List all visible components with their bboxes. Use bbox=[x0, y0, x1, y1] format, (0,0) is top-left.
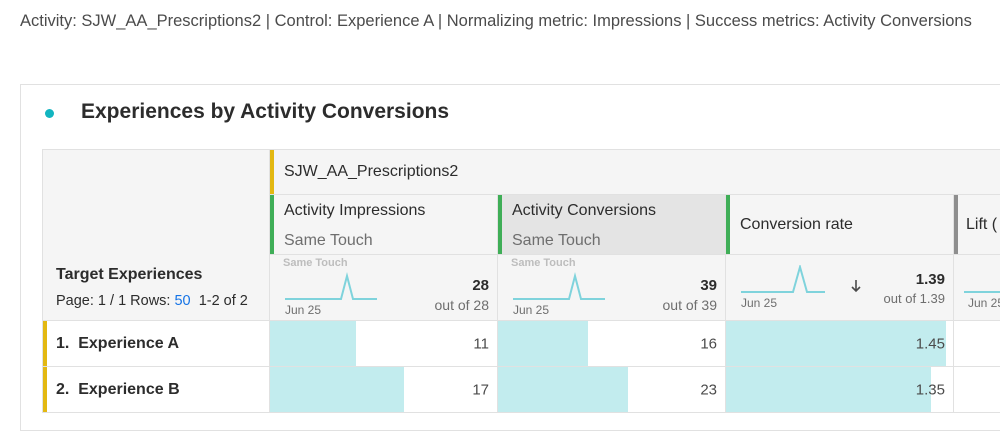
column-header[interactable]: Activity Conversions Same Touch bbox=[498, 195, 726, 255]
sparkline-date: Jun 25 bbox=[513, 303, 550, 317]
column-header[interactable]: Activity Impressions Same Touch bbox=[270, 195, 498, 255]
value-bar bbox=[270, 321, 357, 366]
sparkline-label: Same Touch bbox=[511, 257, 576, 269]
page-label: Page: 1 / 1 Rows: bbox=[56, 293, 171, 309]
column-header[interactable]: Lift ( bbox=[954, 195, 1000, 255]
value-bar bbox=[498, 321, 589, 366]
group-strip bbox=[270, 150, 274, 194]
sparkline-label: Same Touch bbox=[283, 257, 348, 269]
sparkline-date: Jun 25 bbox=[741, 296, 778, 310]
column-total: 28 bbox=[472, 277, 489, 294]
sparkline bbox=[513, 272, 605, 300]
column-name: Conversion rate bbox=[740, 216, 853, 233]
activity-header: Activity: SJW_AA_Prescriptions2 | Contro… bbox=[20, 12, 972, 30]
value-cell: 23 bbox=[498, 367, 726, 413]
cell-value: 16 bbox=[700, 335, 717, 352]
rows-per-page[interactable]: 50 bbox=[174, 293, 191, 309]
summary-cell: Same Touch Jun 25 28 out of 28 bbox=[270, 255, 498, 321]
row-range: 1-2 of 2 bbox=[198, 293, 248, 309]
column-total-label: out of 1.39 bbox=[883, 291, 945, 306]
column-header[interactable]: Conversion rate bbox=[726, 195, 954, 255]
value-bar bbox=[726, 321, 946, 366]
cell-value: 1.45 bbox=[915, 335, 945, 352]
panel-dot bbox=[45, 109, 54, 118]
value-cell: 1.35 bbox=[726, 367, 954, 413]
group-header: SJW_AA_Prescriptions2 bbox=[270, 149, 1000, 195]
cell-value: 17 bbox=[472, 381, 489, 398]
summary-cell: Same Touch Jun 25 39 out of 39 bbox=[498, 255, 726, 321]
column-name: Activity Conversions bbox=[512, 202, 657, 219]
cell-value: 23 bbox=[700, 381, 717, 398]
sparkline bbox=[285, 272, 377, 300]
row-label: 1. Experience A bbox=[56, 335, 180, 352]
column-total-label: out of 39 bbox=[662, 297, 718, 313]
value-bar bbox=[726, 367, 931, 412]
value-cell: 16 bbox=[498, 321, 726, 367]
sparkline-date: Jun 25 bbox=[968, 296, 1000, 310]
sparkline bbox=[964, 291, 1000, 293]
value-bar bbox=[498, 367, 628, 412]
dimension-header: Target Experiences Page: 1 / 1 Rows: 50 … bbox=[42, 149, 270, 321]
column-name: Activity Impressions bbox=[284, 202, 426, 219]
value-bar bbox=[270, 367, 404, 412]
summary-cell: Jun 25 1.39 out of 1.39 bbox=[726, 255, 954, 321]
page-info: Page: 1 / 1 Rows: 50 1-2 of 2 bbox=[56, 293, 248, 309]
value-cell: 11 bbox=[270, 321, 498, 367]
column-total-label: out of 28 bbox=[434, 297, 490, 313]
value-cell: 1.45 bbox=[726, 321, 954, 367]
value-cell bbox=[954, 321, 1000, 367]
trend-arrow bbox=[851, 280, 861, 293]
cell-value: 1.35 bbox=[915, 381, 945, 398]
row-strip bbox=[43, 367, 47, 412]
column-attribution: Same Touch bbox=[512, 232, 601, 249]
column-total: 1.39 bbox=[915, 271, 945, 288]
summary-cell: Jun 25 bbox=[954, 255, 1000, 321]
value-cell bbox=[954, 367, 1000, 413]
dimension-name: Target Experiences bbox=[56, 266, 203, 283]
metric-strip bbox=[954, 195, 958, 254]
group-name: SJW_AA_Prescriptions2 bbox=[284, 163, 459, 180]
sparkline bbox=[741, 265, 825, 293]
row-header: 1. Experience A bbox=[42, 321, 270, 367]
row-label: 2. Experience B bbox=[56, 381, 180, 398]
cell-value: 11 bbox=[473, 335, 489, 352]
sparkline-date: Jun 25 bbox=[285, 303, 322, 317]
column-attribution: Same Touch bbox=[284, 232, 373, 249]
column-name: Lift ( bbox=[966, 216, 998, 233]
metric-strip bbox=[726, 195, 730, 254]
value-cell: 17 bbox=[270, 367, 498, 413]
column-total: 39 bbox=[700, 277, 717, 294]
metric-strip bbox=[270, 195, 274, 254]
metric-strip bbox=[498, 195, 502, 254]
row-header: 2. Experience B bbox=[42, 367, 270, 413]
row-strip bbox=[43, 321, 47, 366]
panel-title: Experiences by Activity Conversions bbox=[81, 100, 450, 123]
